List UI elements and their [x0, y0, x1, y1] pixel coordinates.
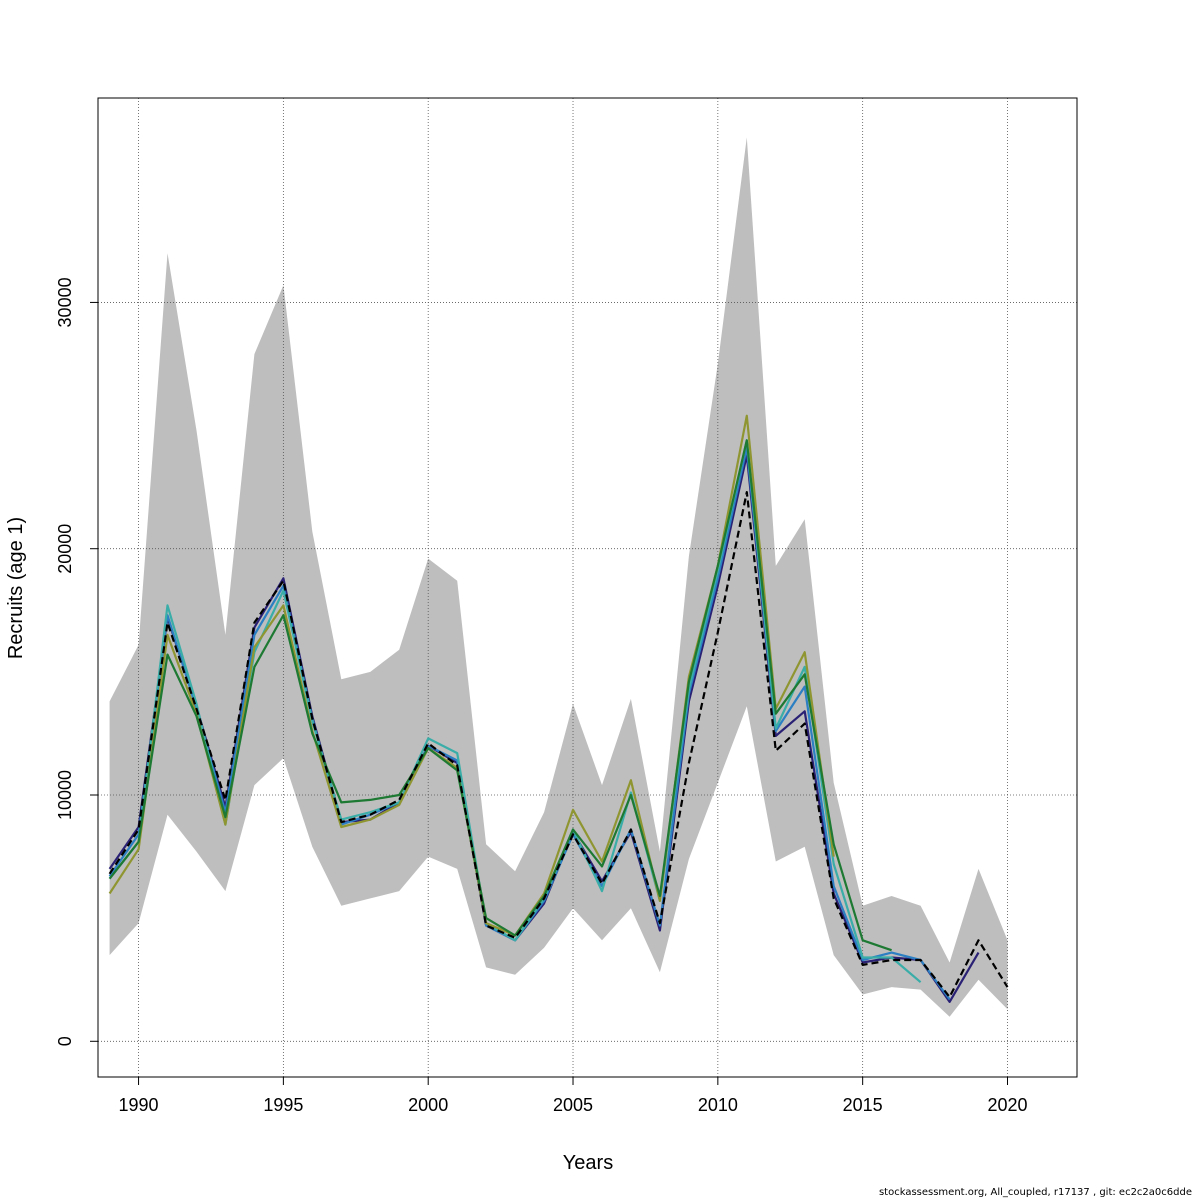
x-tick-label: 2020	[987, 1095, 1027, 1115]
x-tick-label: 1995	[263, 1095, 303, 1115]
plot-frame	[97, 97, 1078, 1078]
y-axis-title: Recruits (age 1)	[5, 517, 27, 659]
confidence-band-area	[109, 137, 1008, 1017]
y-tick-label: 10000	[55, 770, 75, 820]
series-line-5	[108, 439, 892, 952]
axes: 1990 1995 2000 2005 2010 2015 2020 0 10000 20000 3…	[55, 277, 1028, 1115]
x-tick-label: 2005	[553, 1095, 593, 1115]
x-tick-label: 2015	[843, 1095, 883, 1115]
x-tick-label: 2010	[698, 1095, 738, 1115]
x-tick-label: 2000	[408, 1095, 448, 1115]
x-tick-label: 1990	[119, 1095, 159, 1115]
x-axis-title: Years	[563, 1152, 613, 1174]
series-lines	[108, 414, 1009, 1004]
confidence-band	[109, 137, 1008, 1017]
y-tick-label: 20000	[55, 524, 75, 574]
footer-credit: stockassessment.org, All_coupled, r17137…	[878, 1187, 1192, 1198]
y-tick-label: 0	[55, 1036, 75, 1046]
series-line-dashed	[108, 491, 1009, 999]
y-tick-label: 30000	[55, 277, 75, 327]
